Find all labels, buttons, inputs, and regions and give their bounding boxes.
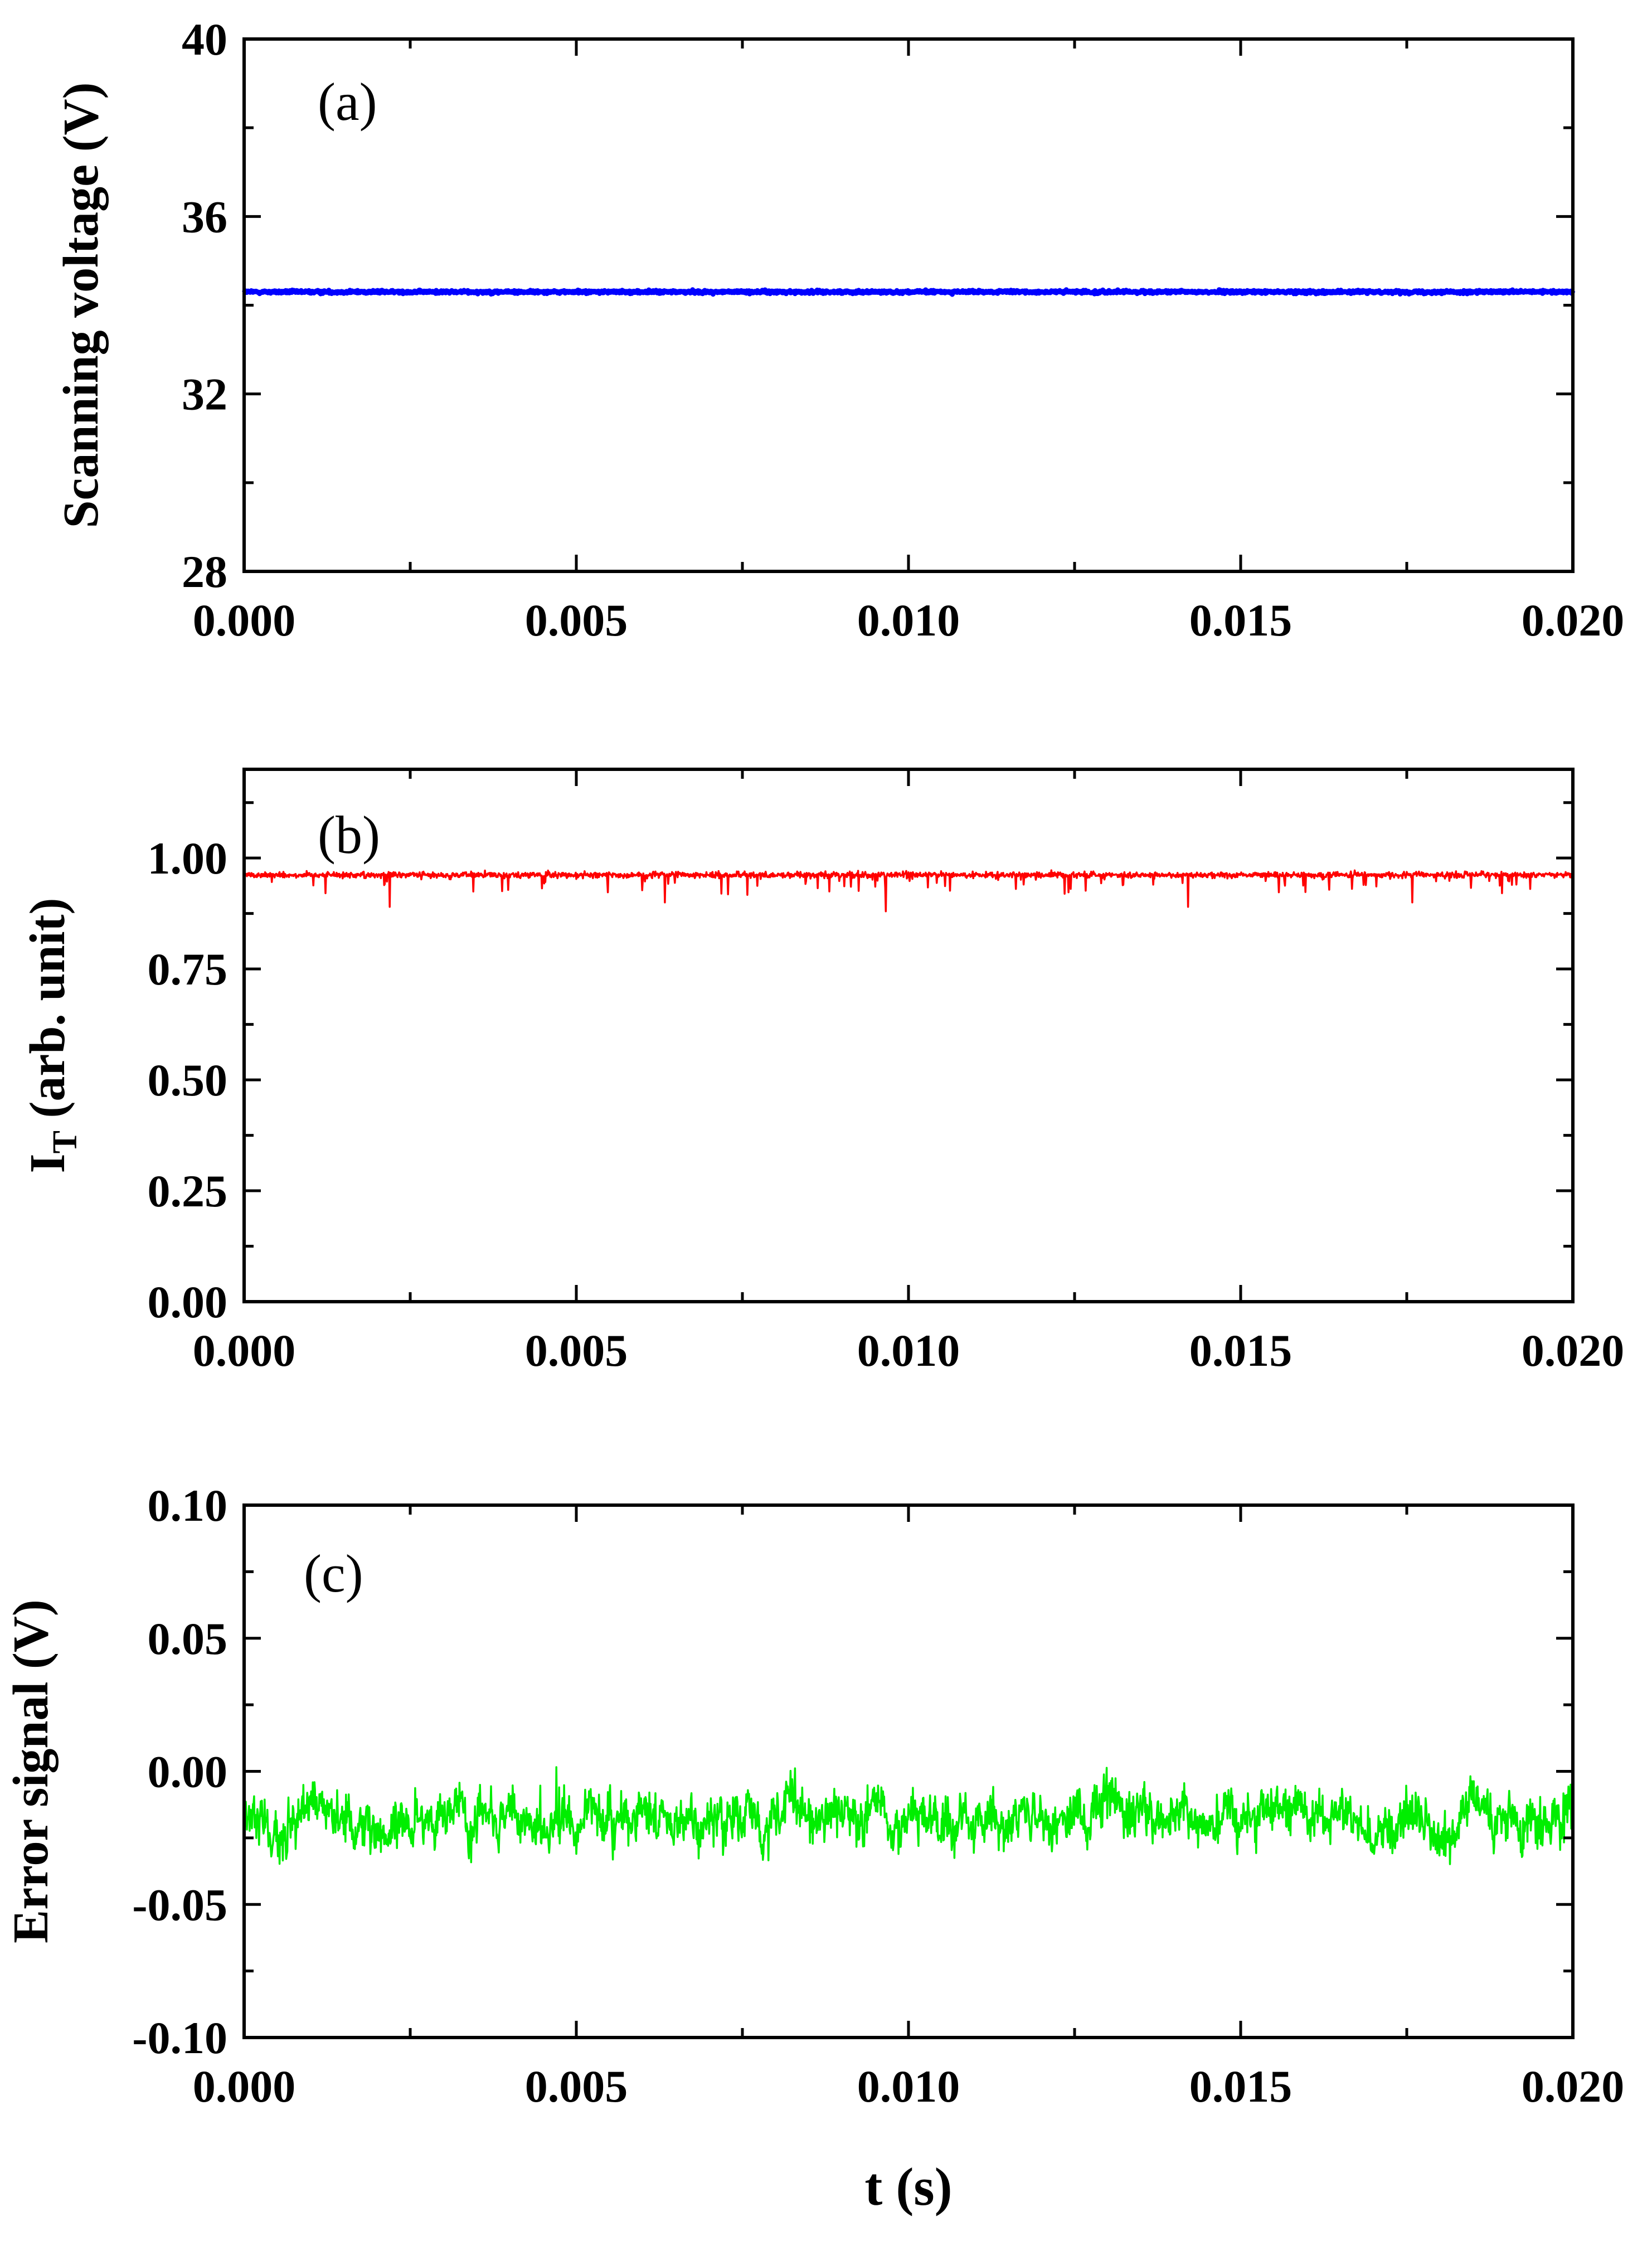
x-tick-label: 0.000: [193, 1325, 296, 1376]
series-line-scanning-voltage: [242, 287, 1576, 297]
y-tick-label: 0.10: [148, 1480, 228, 1531]
y-tick-label: 0.50: [148, 1055, 228, 1105]
y-axis-label-subscript: T: [46, 1131, 84, 1153]
x-tick-label: 0.005: [525, 2061, 628, 2112]
x-tick-label: 0.015: [1189, 2061, 1293, 2112]
x-tick-label: 0.010: [857, 2061, 960, 2112]
x-tick-label: 0.005: [525, 595, 628, 646]
x-tick-label: 0.000: [193, 2061, 296, 2112]
y-tick-label: -0.10: [132, 2012, 227, 2063]
y-tick-label: 0.00: [148, 1747, 228, 1797]
y-axis-label-rest: (arb. unit): [20, 898, 75, 1131]
series-line-error-signal: [243, 1766, 1574, 1865]
x-tick-label: 0.010: [857, 1325, 960, 1376]
x-tick-label: 0.020: [1522, 595, 1625, 646]
panel-label: (c): [304, 1544, 363, 1603]
panel-b: 0.000 0.005 0.010 0.015 0.020 0.00 0.25 0.50 0.7…: [20, 768, 1625, 1376]
plot-frame: [242, 768, 1575, 1303]
y-tick-label: 0.00: [148, 1277, 228, 1327]
y-tick-label: 0.05: [148, 1613, 228, 1664]
y-axis-label: IT (arb. unit): [20, 898, 84, 1173]
y-axis-label-main: I: [20, 1153, 75, 1173]
y-tick-label: 28: [182, 546, 227, 597]
panel-label: (a): [318, 72, 377, 132]
panel-label: (b): [318, 805, 380, 865]
y-tick-label: 1.00: [148, 833, 228, 884]
x-axis-label: t (s): [864, 2157, 952, 2216]
x-tick-label: 0.015: [1189, 595, 1293, 646]
y-tick-label: -0.05: [132, 1879, 227, 1930]
x-tick-label: 0.005: [525, 1325, 628, 1376]
y-axis-label: Error signal (V): [3, 1599, 59, 1943]
y-tick-label: 32: [182, 369, 227, 420]
plot-frame: [242, 1503, 1575, 2039]
panel-a: 0.000 0.005 0.010 0.015 0.020 28 32 36 40 (a) Scan…: [54, 14, 1624, 646]
x-tick-label: 0.020: [1522, 1325, 1625, 1376]
y-tick-label: 40: [182, 14, 227, 65]
y-tick-label: 0.75: [148, 944, 228, 995]
plot-frame: [242, 37, 1575, 573]
x-tick-label: 0.020: [1522, 2061, 1625, 2112]
x-tick-label: 0.010: [857, 595, 960, 646]
panel-c: 0.000 0.005 0.010 0.015 0.020 -0.10 -0.05 0.00 0…: [3, 1480, 1624, 2216]
y-axis-label: Scanning voltage (V): [54, 82, 109, 528]
y-tick-label: 0.25: [148, 1166, 228, 1216]
y-tick-label: 36: [182, 191, 227, 242]
series-line-transmission-intensity: [244, 869, 1573, 913]
x-tick-label: 0.015: [1189, 1325, 1293, 1376]
x-tick-label: 0.000: [193, 595, 296, 646]
